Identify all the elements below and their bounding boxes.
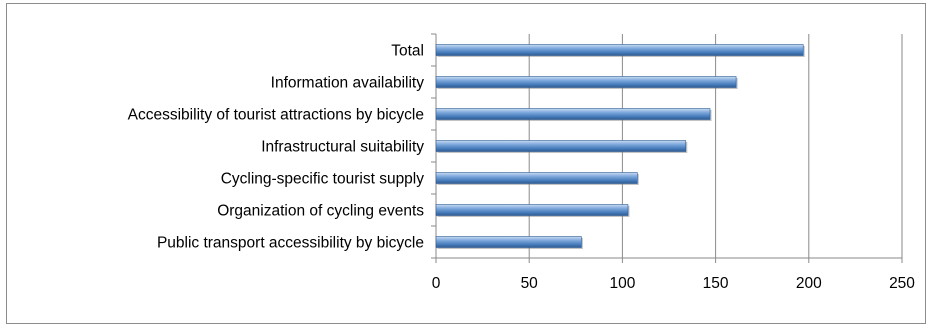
x-tick-label-200: 200 (796, 275, 822, 292)
bar-4 (435, 172, 638, 184)
x-tick-label-100: 100 (609, 275, 635, 292)
category-label-0: Total (391, 43, 424, 60)
category-labels: Total Information availability Accessibili… (128, 43, 425, 252)
category-label-4: Cycling-specific tourist supply (221, 171, 425, 188)
bar-3 (435, 140, 687, 152)
x-tick-labels: 0 50 100 150 200 250 (432, 275, 916, 292)
chart-frame: Total Information availability Accessibili… (6, 3, 926, 324)
gridlines (528, 34, 903, 258)
category-label-1: Information availability (271, 75, 425, 92)
x-tick-label-0: 0 (432, 275, 441, 292)
x-tick-label-250: 250 (889, 275, 915, 292)
bar-1 (435, 76, 737, 88)
category-label-5: Organization of cycling events (217, 203, 424, 220)
category-label-3: Infrastructural suitability (261, 139, 424, 156)
bar-2 (435, 108, 711, 120)
bar-5 (435, 204, 629, 216)
category-label-2: Accessibility of tourist attractions by … (128, 107, 424, 124)
bar-6 (435, 236, 582, 248)
x-tick-label-150: 150 (703, 275, 729, 292)
bars (435, 44, 805, 249)
x-tick-label-50: 50 (521, 275, 539, 292)
bar-chart: Total Information availability Accessibili… (128, 33, 916, 292)
category-label-6: Public transport accessibility by bicycl… (157, 235, 424, 252)
bar-0 (435, 44, 804, 56)
